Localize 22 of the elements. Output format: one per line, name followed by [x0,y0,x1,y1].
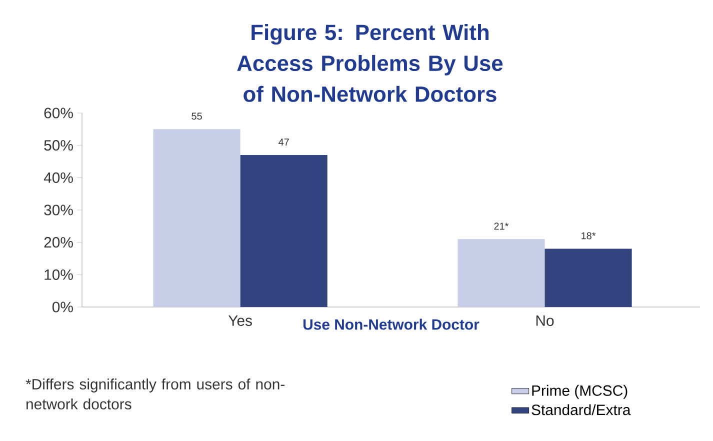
data-label: 21* [494,222,509,230]
bar [544,248,632,307]
y-tick-label: 60% [44,108,73,118]
data-label: 18* [582,232,596,240]
x-tick-label: Yes [228,316,252,326]
y-tick-label: 0% [52,302,73,312]
legend-label: Standard/Extra [532,404,631,416]
text: *Differs significantly from users of non-network doctors [26,378,284,410]
y-tick-label: 20% [44,237,73,248]
bar [458,239,545,307]
data-label: 55 [192,112,202,120]
x-axis-title: Use Non-Network Doctor [303,318,480,330]
chart-title: Figure 5: Percent With Access Problems By Use of Non-Network Doctors [237,24,503,102]
data-label: 47 [278,138,289,146]
y-tick-label: 10% [44,269,73,280]
x-tick-label: No [536,316,554,326]
bar [240,155,328,307]
bar [153,129,240,307]
legend-label: Prime (MCSC) [532,384,628,399]
y-tick-label: 50% [44,140,73,151]
y-tick-label: 40% [44,172,73,183]
y-tick-label: 30% [44,204,73,216]
